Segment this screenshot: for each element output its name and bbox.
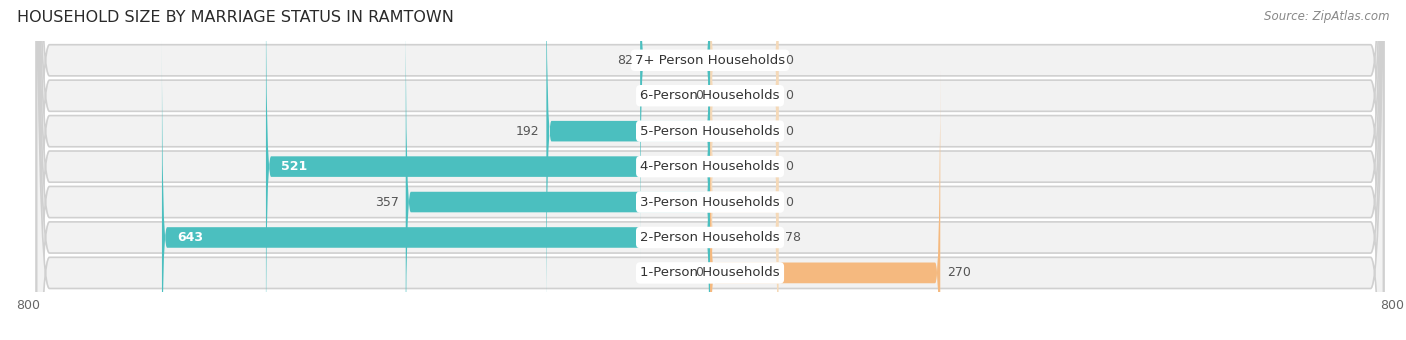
FancyBboxPatch shape [710, 0, 779, 340]
Text: 4-Person Households: 4-Person Households [640, 160, 780, 173]
Text: 192: 192 [516, 125, 540, 138]
Text: 0: 0 [785, 125, 793, 138]
FancyBboxPatch shape [710, 35, 779, 340]
FancyBboxPatch shape [37, 0, 1384, 340]
Text: 0: 0 [785, 160, 793, 173]
Text: 521: 521 [281, 160, 308, 173]
Text: 6-Person Households: 6-Person Households [640, 89, 780, 102]
Text: 270: 270 [948, 267, 972, 279]
Text: 0: 0 [785, 54, 793, 67]
Text: HOUSEHOLD SIZE BY MARRIAGE STATUS IN RAMTOWN: HOUSEHOLD SIZE BY MARRIAGE STATUS IN RAM… [17, 10, 454, 25]
FancyBboxPatch shape [710, 71, 941, 340]
FancyBboxPatch shape [710, 0, 779, 298]
FancyBboxPatch shape [710, 0, 779, 334]
Text: 0: 0 [695, 267, 703, 279]
FancyBboxPatch shape [547, 0, 710, 334]
Text: 0: 0 [695, 89, 703, 102]
FancyBboxPatch shape [37, 0, 1384, 340]
Text: 357: 357 [375, 195, 399, 208]
Text: 3-Person Households: 3-Person Households [640, 195, 780, 208]
FancyBboxPatch shape [406, 0, 710, 340]
FancyBboxPatch shape [37, 0, 1384, 340]
Text: 7+ Person Households: 7+ Person Households [636, 54, 785, 67]
Text: 643: 643 [177, 231, 204, 244]
FancyBboxPatch shape [710, 0, 779, 340]
Text: Source: ZipAtlas.com: Source: ZipAtlas.com [1264, 10, 1389, 23]
Text: 0: 0 [785, 89, 793, 102]
Text: 1-Person Households: 1-Person Households [640, 267, 780, 279]
FancyBboxPatch shape [37, 0, 1384, 340]
Text: 78: 78 [785, 231, 801, 244]
FancyBboxPatch shape [710, 71, 941, 340]
Text: 5-Person Households: 5-Person Households [640, 125, 780, 138]
Text: 0: 0 [785, 195, 793, 208]
Text: 2-Person Households: 2-Person Households [640, 231, 780, 244]
FancyBboxPatch shape [37, 0, 1384, 340]
FancyBboxPatch shape [162, 35, 710, 340]
FancyBboxPatch shape [710, 0, 779, 262]
FancyBboxPatch shape [640, 0, 710, 262]
FancyBboxPatch shape [37, 0, 1384, 340]
Text: 82: 82 [617, 54, 633, 67]
FancyBboxPatch shape [266, 0, 710, 340]
FancyBboxPatch shape [37, 0, 1384, 340]
